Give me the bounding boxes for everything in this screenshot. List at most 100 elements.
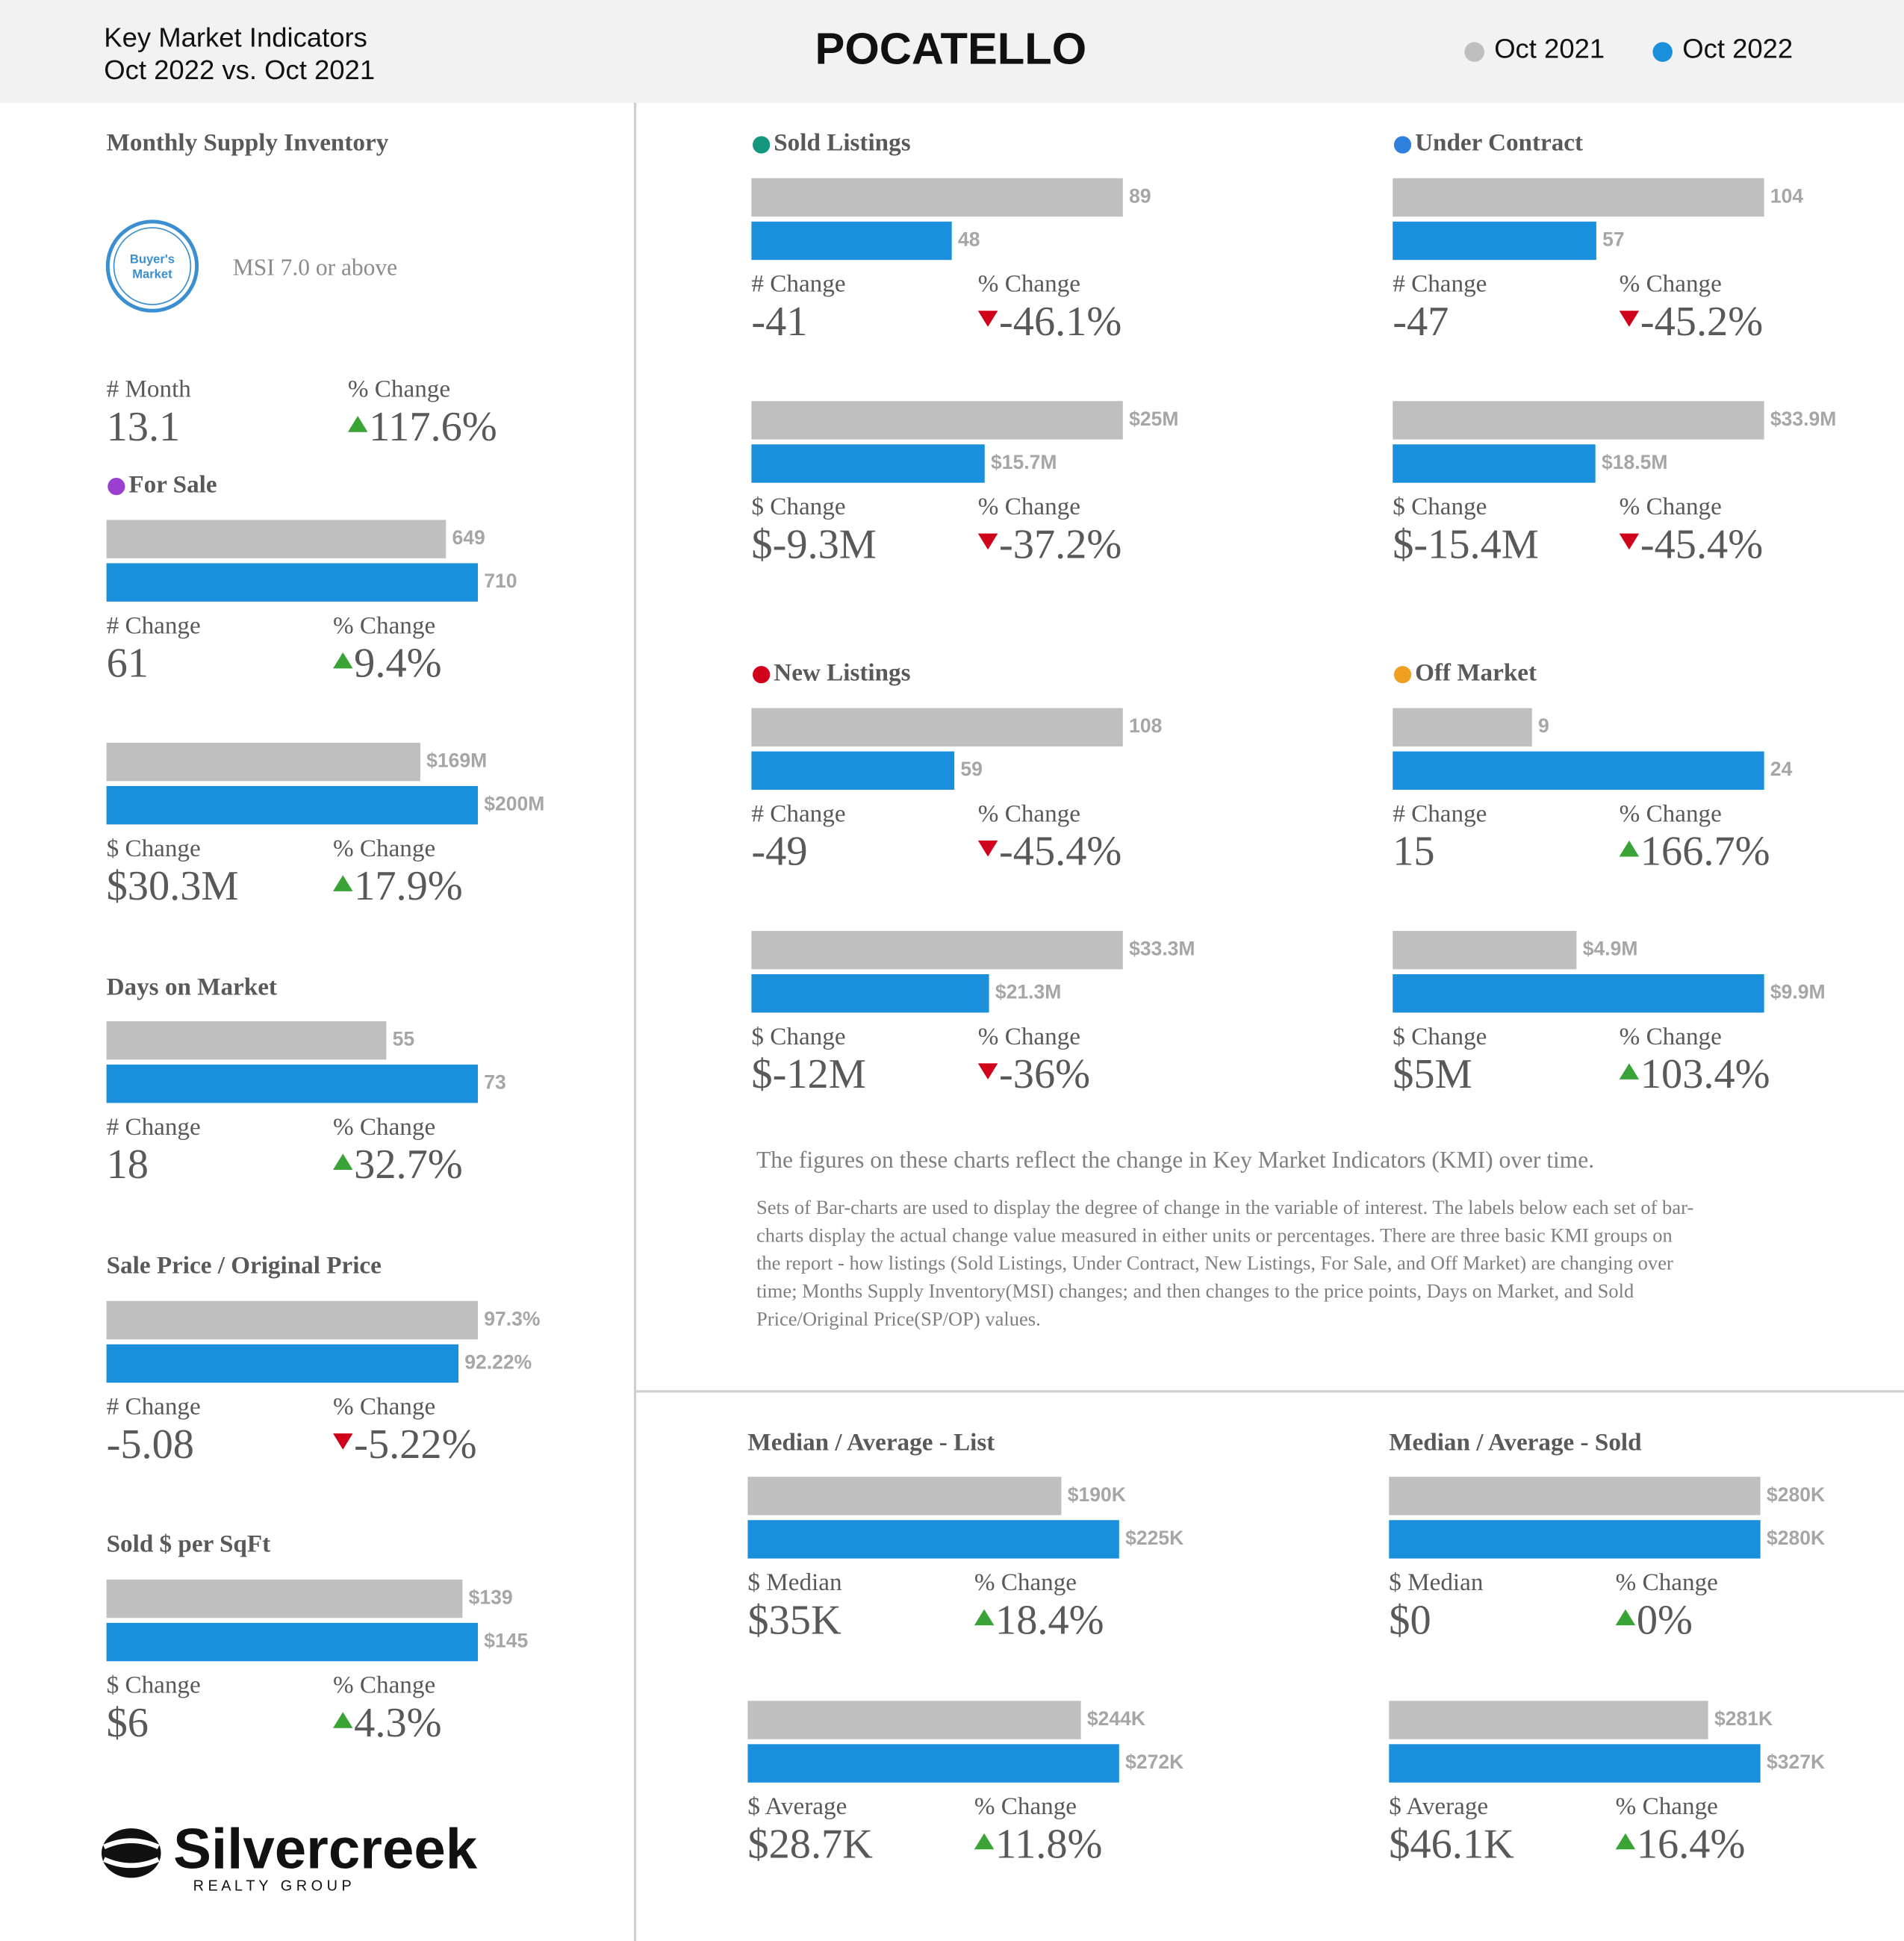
stat-value: $5M [1393, 1051, 1472, 1097]
bar [751, 444, 985, 483]
stat-label: # Change [107, 611, 201, 639]
stat-label: # Change [107, 1113, 201, 1141]
bar [106, 1344, 459, 1383]
stat-label: % Change [1620, 800, 1722, 827]
trend-arrow [977, 840, 998, 857]
legend-label: Oct 2022 [1682, 34, 1793, 64]
bar [1393, 221, 1596, 261]
stat-label: % Change [348, 376, 450, 403]
bar [747, 1701, 1081, 1739]
note-body: time; Months Supply Inventory(MSI) chang… [756, 1280, 1634, 1302]
bar-label: $225K [1125, 1527, 1183, 1549]
stat-value: -41 [751, 299, 807, 345]
section-title: Median / Average - List [747, 1429, 995, 1456]
bar [747, 1744, 1119, 1783]
stat-value: 17.9% [354, 863, 463, 909]
bar-label: 649 [452, 526, 485, 549]
bar-label: 92.22% [464, 1350, 532, 1373]
stat-value: $-9.3M [751, 522, 877, 568]
stat-value: 16.4% [1637, 1822, 1746, 1868]
bar-label: 73 [484, 1071, 505, 1094]
stat-label: % Change [1616, 1792, 1718, 1820]
bar-label: $145 [484, 1630, 528, 1652]
bar [751, 751, 955, 790]
section-title: Off Market [1415, 658, 1537, 686]
stat-label: % Change [1620, 270, 1722, 298]
section-dot [1393, 136, 1412, 154]
bar [1389, 1477, 1761, 1515]
bar [751, 930, 1123, 970]
bar-label: $190K [1068, 1483, 1126, 1506]
badge-text: Market [132, 267, 172, 281]
stat-value: $28.7K [747, 1822, 873, 1868]
note-body: the report - how listings (Sold Listings… [756, 1252, 1673, 1274]
stat-label: % Change [978, 800, 1080, 827]
stat-label: % Change [974, 1568, 1077, 1596]
stat-value: -45.4% [999, 829, 1121, 875]
logo: Silvercreek R E A L T Y G R O U P [101, 1817, 478, 1894]
stat-label: % Change [333, 1113, 435, 1141]
bar-label: $280K [1767, 1483, 1825, 1506]
section-title: Sold Listings [774, 129, 910, 157]
stat-label: % Change [978, 1023, 1080, 1050]
section-dot [753, 136, 771, 154]
stat-label: $ Change [1393, 1023, 1487, 1050]
note-body: Sets of Bar-charts are used to display t… [756, 1196, 1693, 1218]
trend-arrow [333, 1433, 353, 1450]
trend-arrow [333, 1712, 353, 1728]
bar [1393, 973, 1764, 1013]
stat-label: # Change [751, 270, 845, 298]
section-title: Sale Price / Original Price [107, 1252, 382, 1280]
section-title: Monthly Supply Inventory [107, 129, 389, 157]
stat-label: % Change [333, 1393, 435, 1421]
stat-value: $-15.4M [1393, 522, 1539, 568]
bar-label: $327K [1767, 1751, 1825, 1773]
stat-value: -5.08 [107, 1421, 194, 1468]
bar [751, 178, 1123, 217]
stat-label: % Change [978, 270, 1080, 298]
bar-label: $15.7M [991, 451, 1057, 473]
stat-value: -45.4% [1640, 522, 1763, 568]
section-title: Median / Average - Sold [1389, 1429, 1642, 1456]
bar-label: $33.3M [1129, 938, 1195, 960]
stat-label: $ Average [1389, 1792, 1488, 1820]
trend-arrow [1619, 840, 1640, 857]
stat-label: % Change [978, 493, 1080, 520]
bar-label: 104 [1770, 184, 1803, 207]
logo-name: Silvercreek [173, 1817, 478, 1881]
badge [105, 219, 199, 313]
stat-value: 4.3% [354, 1700, 441, 1746]
stat-label: $ Median [1389, 1568, 1484, 1596]
legend-label: Oct 2021 [1494, 34, 1605, 64]
bar [1393, 401, 1764, 440]
section-dot [108, 478, 125, 496]
subtitle: Oct 2022 vs. Oct 2021 [104, 54, 375, 85]
legend-swatch [1652, 42, 1673, 62]
section-title: Sold $ per SqFt [107, 1530, 271, 1558]
badge [113, 227, 192, 305]
bar [751, 221, 952, 261]
stat-value: -45.2% [1640, 299, 1763, 345]
trend-arrow [977, 311, 998, 327]
note-body: charts display the actual change value m… [756, 1224, 1673, 1246]
stat-value: -47 [1393, 299, 1449, 345]
section-dot [753, 666, 771, 684]
bar [106, 1021, 387, 1060]
stat-label: $ Change [107, 1671, 201, 1699]
stat-value: 32.7% [354, 1141, 463, 1188]
bar [106, 1065, 478, 1103]
stat-label: # Month [107, 376, 192, 403]
stat-value: 166.7% [1640, 829, 1770, 875]
msi-note: MSI 7.0 or above [233, 255, 397, 281]
stat-label: # Change [107, 1393, 201, 1421]
stat-value: 15 [1393, 829, 1434, 875]
stat-label: $ Average [747, 1792, 847, 1820]
title: POCATELLO [815, 23, 1087, 73]
section-title: Under Contract [1415, 129, 1583, 157]
bar-label: 97.3% [484, 1307, 540, 1330]
note-heading: The figures on these charts reflect the … [756, 1147, 1594, 1173]
bar [747, 1477, 1062, 1515]
bar-label: $25M [1129, 408, 1178, 430]
bar-label: $200M [484, 793, 544, 815]
